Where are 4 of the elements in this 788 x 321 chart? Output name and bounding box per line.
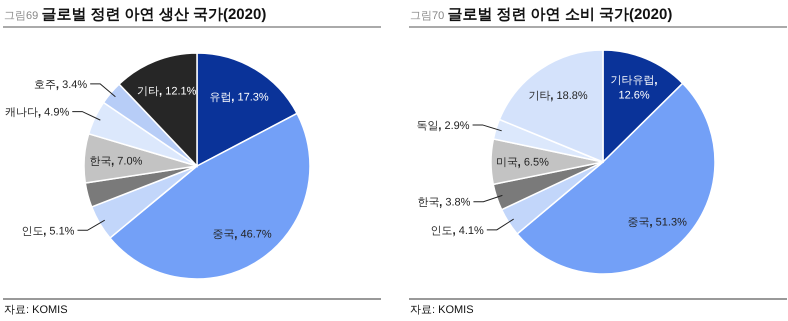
text: 자료: KOMIS [4,304,68,316]
chart-title: 그림69 글로벌 정련 아연 생산 국가(2020) [4,6,266,23]
text: 자료: KOMIS [410,304,474,316]
chart-title: 그림70 글로벌 정련 아연 소비 국가(2020) [410,6,672,23]
